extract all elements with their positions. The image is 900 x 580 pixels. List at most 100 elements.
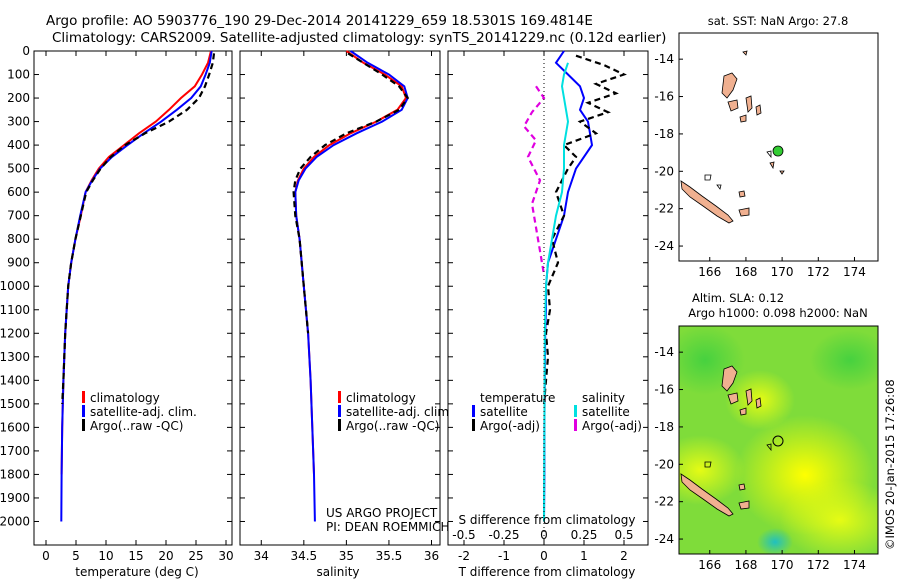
map-x-tick-label: 166 xyxy=(698,265,721,279)
map-x-tick-label: 166 xyxy=(698,558,721,572)
map-y-tick-label: -24 xyxy=(654,239,674,253)
sla-cool-region xyxy=(757,528,793,554)
island-espiritu-santo xyxy=(721,72,738,99)
series-line-salinity-argo-adj xyxy=(522,85,546,275)
sla-green-region-1 xyxy=(679,326,745,395)
island-loyalty-1 xyxy=(738,483,746,491)
legend-label-satellite: satellite-adj. clim. xyxy=(346,405,453,419)
y-tick-label: 1900 xyxy=(0,491,30,505)
map-y-tick-label: -14 xyxy=(654,345,674,359)
new-caledonia-island xyxy=(680,180,734,224)
island-loyalty-1 xyxy=(738,190,746,198)
island-outline-1 xyxy=(704,174,712,181)
y-tick-label: 400 xyxy=(7,138,30,152)
island-malekula xyxy=(727,392,739,405)
sla-map-land xyxy=(680,365,762,517)
y-tick-label: 600 xyxy=(7,185,30,199)
legend-title-temperature: temperature xyxy=(480,391,555,405)
y-tick-label: 300 xyxy=(7,115,30,129)
island-small-chain-2 xyxy=(755,104,762,116)
island-tanna xyxy=(769,161,775,170)
x-tick-label: -1 xyxy=(498,549,510,563)
y-tick-label: 100 xyxy=(7,68,30,82)
map-y-tick-label: -18 xyxy=(654,420,674,434)
legend-swatch-satellite xyxy=(82,405,85,417)
island-outline-3 xyxy=(766,443,772,452)
legend-label-climatology: climatology xyxy=(346,391,416,405)
x-tick-label: 2 xyxy=(620,549,628,563)
sla-warm-region-2 xyxy=(780,480,878,554)
sla-map-land-outlines xyxy=(704,443,772,468)
sla-map-subtitle: Argo h1000: 0.098 h2000: NaN xyxy=(688,306,867,320)
s-diff-tick-label: 0.25 xyxy=(571,528,598,542)
sla-map-axes xyxy=(678,325,879,555)
s-diff-tick-label: -0.25 xyxy=(488,528,519,542)
project-annotation-line1: US ARGO PROJECT xyxy=(326,506,438,520)
island-espiritu-santo xyxy=(721,365,738,392)
difference-top-xlabel: S difference from climatology xyxy=(459,513,636,527)
island-malekula xyxy=(727,99,739,112)
island-efate xyxy=(745,95,753,113)
map-y-tick-label: -18 xyxy=(654,127,674,141)
y-tick-label: 1400 xyxy=(0,373,30,387)
difference-xlabel: T difference from climatology xyxy=(458,565,636,579)
x-tick-label: 34.5 xyxy=(290,549,317,563)
x-tick-label: 0 xyxy=(540,549,548,563)
y-tick-label: 1800 xyxy=(0,467,30,481)
y-tick-label: 1100 xyxy=(0,303,30,317)
difference-plot: -2 -1 0 1 2 -0.5 -0.25 0 0.25 0.5 xyxy=(448,50,648,563)
legend-swatch-sal-argo xyxy=(574,419,577,431)
argo-position-marker xyxy=(772,435,784,447)
difference-axes xyxy=(447,50,649,546)
map-y-tick-label: -20 xyxy=(654,164,674,178)
y-tick-label: 1700 xyxy=(0,444,30,458)
difference-legend: temperature salinity satellite Argo(-adj… xyxy=(472,391,642,433)
x-tick-label: 36 xyxy=(424,549,439,563)
temperature-panel: 0 5 10 15 20 25 300100200300400500600700800900… xyxy=(0,44,234,579)
x-tick-label: 25 xyxy=(188,549,203,563)
y-tick-label: 1500 xyxy=(0,397,30,411)
y-tick-label: 1300 xyxy=(0,350,30,364)
legend-label-climatology: climatology xyxy=(90,391,160,405)
y-tick-label: 500 xyxy=(7,162,30,176)
map-y-tick-label: -22 xyxy=(654,495,674,509)
legend-swatch-argo xyxy=(82,419,85,431)
x-tick-label: 35 xyxy=(339,549,354,563)
series-line-satellite-adj-clim xyxy=(294,50,409,522)
legend-label-argo: Argo(..raw -QC) xyxy=(346,419,439,433)
series-line-argo-raw-qc xyxy=(292,52,410,334)
x-tick-label: 30 xyxy=(218,549,233,563)
temperature-xlabel: temperature (deg C) xyxy=(75,565,198,579)
y-tick-label: 1000 xyxy=(0,279,30,293)
series-line-salinity-satellite xyxy=(543,62,570,522)
series-line-temperature-argo-adj xyxy=(542,54,627,404)
salinity-axes xyxy=(239,50,441,546)
salinity-xlabel: salinity xyxy=(316,565,359,579)
legend-label-temp-argo: Argo(-adj) xyxy=(480,419,540,433)
legend-label-sal-satellite: satellite xyxy=(582,405,630,419)
legend-label-satellite: satellite-adj. clim. xyxy=(90,405,197,419)
map-x-tick-label: 168 xyxy=(734,558,757,572)
header-line2: Climatology: CARS2009. Satellite-adjuste… xyxy=(52,30,666,46)
legend-swatch-temp-satellite xyxy=(472,405,475,417)
sst-map-title: sat. SST: NaN Argo: 27.8 xyxy=(708,14,849,28)
sla-map-title: Altim. SLA: 0.12 xyxy=(692,291,784,305)
island-outline-3 xyxy=(766,150,772,159)
x-tick-label: 1 xyxy=(580,549,588,563)
map-x-tick-label: 174 xyxy=(843,265,866,279)
y-tick-label: 900 xyxy=(7,256,30,270)
legend-label-temp-satellite: satellite xyxy=(480,405,528,419)
island-small-chain-1 xyxy=(739,407,747,416)
argo-position-marker xyxy=(772,145,784,157)
legend-swatch-climatology xyxy=(338,391,341,403)
sla-map-panel: Altim. SLA: 0.12 Argo h1000: 0.098 h2000… xyxy=(654,291,879,572)
island-north-small xyxy=(742,50,748,56)
x-tick-label: 35.5 xyxy=(376,549,403,563)
map-x-tick-label: 172 xyxy=(807,558,830,572)
y-tick-label: 1200 xyxy=(0,326,30,340)
sla-heatmap xyxy=(679,326,878,554)
x-tick-label: 34 xyxy=(254,549,269,563)
header-line1: Argo profile: AO 5903776_190 29-Dec-2014… xyxy=(46,13,593,29)
s-diff-tick-label: 0.5 xyxy=(614,528,633,542)
